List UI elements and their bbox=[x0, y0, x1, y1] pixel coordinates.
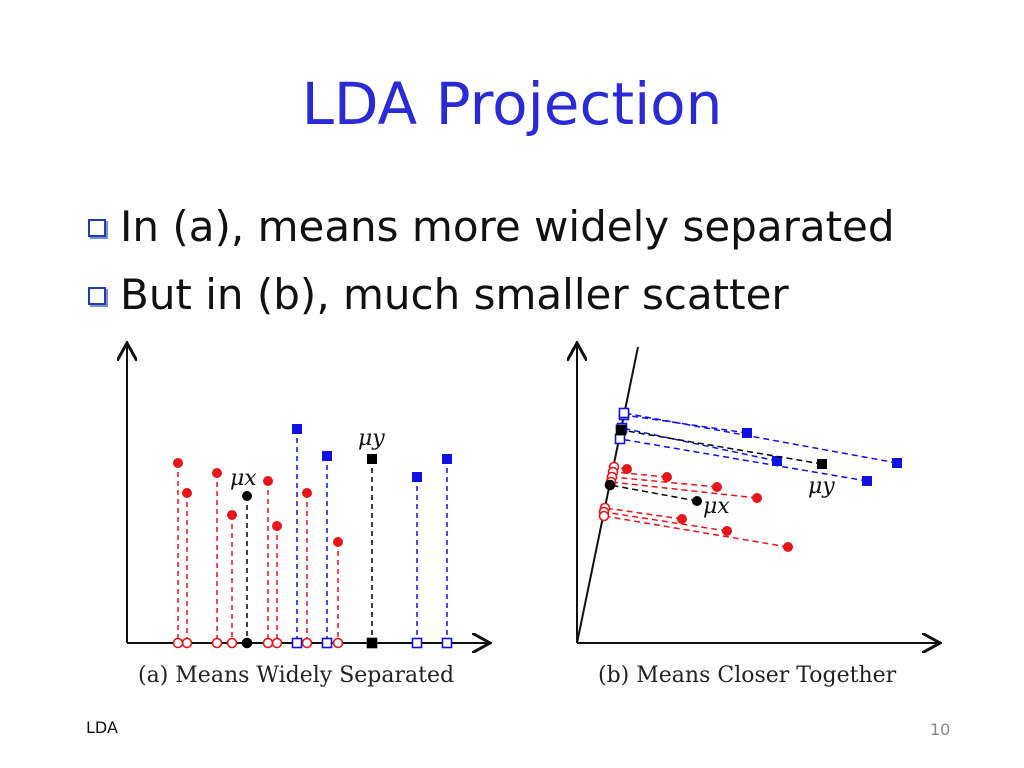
page-number: 10 bbox=[930, 720, 951, 739]
projection-dash bbox=[612, 471, 668, 478]
projected-point bbox=[271, 637, 283, 649]
projection-dash bbox=[603, 511, 728, 532]
projected-point bbox=[618, 407, 630, 419]
data-point bbox=[677, 514, 687, 524]
data-point bbox=[292, 424, 302, 434]
checkbox-bullet-icon bbox=[88, 287, 106, 305]
data-point bbox=[752, 493, 762, 503]
projection-dash bbox=[623, 412, 898, 464]
projected-point bbox=[291, 637, 303, 649]
projected-point bbox=[366, 637, 378, 649]
figure-b-caption: (b) Means Closer Together bbox=[598, 663, 897, 688]
data-point bbox=[772, 456, 782, 466]
projected-point bbox=[604, 479, 616, 491]
figure-b-points bbox=[598, 407, 902, 552]
data-point bbox=[263, 476, 273, 486]
figure-b-diagram: μy μx bbox=[560, 335, 950, 655]
projected-point bbox=[241, 637, 253, 649]
bullet-list: In (a), means more widely separated But … bbox=[88, 192, 895, 328]
data-point bbox=[272, 521, 282, 531]
projected-point bbox=[262, 637, 274, 649]
figure-a-diagram: μy μx bbox=[110, 335, 500, 655]
projection-dash bbox=[610, 481, 758, 499]
projected-point bbox=[614, 433, 626, 445]
data-point bbox=[692, 496, 702, 506]
projected-point bbox=[301, 637, 313, 649]
data-point bbox=[367, 454, 377, 464]
data-point bbox=[892, 458, 902, 468]
data-point bbox=[662, 472, 672, 482]
projected-point bbox=[321, 637, 333, 649]
projection-dash bbox=[611, 476, 718, 488]
projected-point bbox=[615, 424, 627, 436]
mu-y-label: μy bbox=[358, 426, 385, 451]
slide-title: LDA Projection bbox=[301, 70, 723, 138]
data-point bbox=[182, 488, 192, 498]
projected-point bbox=[211, 637, 223, 649]
projection-dash bbox=[621, 427, 778, 462]
data-point bbox=[862, 476, 872, 486]
data-point bbox=[783, 542, 793, 552]
data-point bbox=[333, 537, 343, 547]
figure-a-points bbox=[172, 424, 453, 649]
projected-point bbox=[411, 637, 423, 649]
data-point bbox=[212, 468, 222, 478]
mu-x-label: μx bbox=[230, 466, 257, 491]
checkbox-bullet-icon bbox=[88, 219, 106, 237]
data-point bbox=[442, 454, 452, 464]
data-point bbox=[302, 488, 312, 498]
projection-dash bbox=[609, 484, 698, 502]
data-point bbox=[622, 464, 632, 474]
mu-x-label: μx bbox=[703, 494, 730, 519]
footer-label: LDA bbox=[86, 718, 118, 737]
data-point bbox=[322, 451, 332, 461]
bullet-item: But in (b), much smaller scatter bbox=[88, 260, 895, 328]
projected-point bbox=[226, 637, 238, 649]
data-point bbox=[173, 458, 183, 468]
figure-a-caption: (a) Means Widely Separated bbox=[138, 663, 455, 688]
data-point bbox=[412, 472, 422, 482]
projected-point bbox=[332, 637, 344, 649]
projected-point bbox=[441, 637, 453, 649]
projection-dash bbox=[619, 438, 868, 482]
data-point bbox=[817, 459, 827, 469]
data-point bbox=[227, 510, 237, 520]
mu-y-label: μy bbox=[808, 474, 835, 499]
data-point bbox=[742, 428, 752, 438]
projected-point bbox=[598, 510, 610, 522]
projection-dash bbox=[604, 507, 683, 520]
projected-point bbox=[181, 637, 193, 649]
data-point bbox=[722, 526, 732, 536]
projected-point bbox=[172, 637, 184, 649]
data-point bbox=[712, 482, 722, 492]
bullet-item: In (a), means more widely separated bbox=[88, 192, 895, 260]
data-point bbox=[242, 491, 252, 501]
projection-dash bbox=[620, 429, 823, 465]
bullet-text: In (a), means more widely separated bbox=[120, 201, 895, 251]
projection-dash bbox=[603, 515, 789, 548]
bullet-text: But in (b), much smaller scatter bbox=[120, 269, 789, 319]
projection-line bbox=[576, 346, 639, 644]
